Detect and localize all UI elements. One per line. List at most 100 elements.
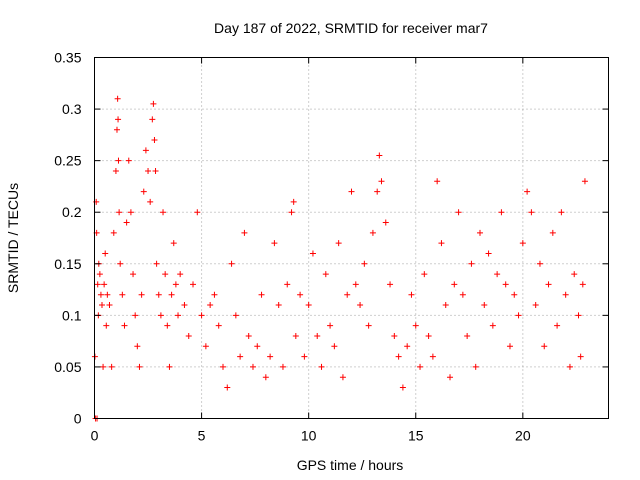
- data-point: [134, 343, 141, 350]
- data-point: [142, 147, 149, 154]
- data-point: [153, 260, 160, 267]
- data-point: [98, 302, 105, 309]
- data-point: [554, 322, 561, 329]
- y-tick-label: 0.35: [54, 50, 81, 66]
- data-point: [528, 209, 535, 216]
- data-point: [297, 291, 304, 298]
- data-point: [429, 353, 436, 360]
- data-point: [558, 209, 565, 216]
- x-tick-label: 10: [301, 428, 317, 444]
- data-point: [245, 332, 252, 339]
- data-point: [301, 353, 308, 360]
- data-point: [519, 240, 526, 247]
- data-point: [485, 250, 492, 257]
- data-point: [339, 374, 346, 381]
- data-point: [102, 250, 109, 257]
- data-point: [130, 271, 137, 278]
- data-point: [249, 363, 256, 370]
- data-point: [292, 332, 299, 339]
- y-tick-label: 0.2: [62, 204, 82, 220]
- data-point: [136, 363, 143, 370]
- data-point: [369, 229, 376, 236]
- data-point: [181, 302, 188, 309]
- data-point: [464, 332, 471, 339]
- data-point: [262, 374, 269, 381]
- data-point: [455, 209, 462, 216]
- data-point: [344, 291, 351, 298]
- grid-lines: [94, 57, 609, 419]
- data-point: [447, 374, 454, 381]
- data-point: [489, 322, 496, 329]
- y-tick-label: 0.3: [62, 101, 82, 117]
- data-point: [228, 260, 235, 267]
- data-point: [267, 353, 274, 360]
- data-point: [275, 302, 282, 309]
- y-tick-label: 0.15: [54, 256, 81, 272]
- data-point: [549, 229, 556, 236]
- x-tick-label: 20: [515, 428, 531, 444]
- x-axis-label: GPS time / hours: [297, 457, 404, 473]
- data-point: [579, 281, 586, 288]
- data-point: [101, 281, 108, 288]
- data-point: [157, 312, 164, 319]
- data-point: [116, 209, 123, 216]
- y-tick-label: 0.1: [62, 307, 82, 323]
- data-point: [215, 322, 222, 329]
- data-point: [421, 271, 428, 278]
- data-point: [279, 363, 286, 370]
- data-point: [318, 363, 325, 370]
- data-point: [185, 332, 192, 339]
- data-point: [114, 95, 121, 102]
- data-point: [121, 322, 128, 329]
- data-point: [438, 240, 445, 247]
- data-point: [104, 291, 111, 298]
- data-point: [168, 291, 175, 298]
- data-point: [545, 281, 552, 288]
- data-point: [284, 281, 291, 288]
- data-point: [515, 312, 522, 319]
- data-point: [237, 353, 244, 360]
- axis-ticks: 0 0.05 0.1 0.15 0.2 0.25 0.3 0.35 0 5 10 15 20: [54, 50, 609, 444]
- data-point: [288, 209, 295, 216]
- data-point: [566, 363, 573, 370]
- data-point: [352, 281, 359, 288]
- chart-title: Day 187 of 2022, SRMTID for receiver mar…: [214, 20, 488, 36]
- data-point: [211, 291, 218, 298]
- data-point: [494, 271, 501, 278]
- data-point: [113, 126, 120, 133]
- data-point: [271, 240, 278, 247]
- data-point: [140, 188, 147, 195]
- data-point: [442, 302, 449, 309]
- data-point: [361, 260, 368, 267]
- data-point: [220, 363, 226, 370]
- data-point: [412, 322, 419, 329]
- data-point: [145, 167, 152, 174]
- plot-frame: [94, 57, 609, 419]
- data-point: [459, 291, 466, 298]
- data-point: [177, 271, 184, 278]
- data-point: [357, 302, 364, 309]
- data-point: [149, 116, 156, 123]
- data-point: [119, 291, 126, 298]
- data-point: [327, 322, 334, 329]
- y-tick-label: 0: [74, 411, 82, 427]
- data-point: [164, 322, 171, 329]
- data-point: [348, 188, 355, 195]
- data-point: [376, 152, 383, 159]
- data-point: [100, 363, 107, 370]
- data-point: [498, 209, 505, 216]
- data-point: [127, 209, 134, 216]
- data-point: [425, 332, 432, 339]
- data-point: [170, 240, 177, 247]
- data-point: [502, 281, 509, 288]
- data-point: [224, 384, 231, 391]
- data-point: [162, 271, 169, 278]
- data-point: [166, 363, 173, 370]
- data-point: [472, 363, 479, 370]
- data-point: [524, 188, 531, 195]
- data-point: [395, 353, 402, 360]
- data-point: [241, 229, 248, 236]
- data-point: [331, 343, 338, 350]
- data-point: [408, 291, 415, 298]
- data-point: [322, 271, 329, 278]
